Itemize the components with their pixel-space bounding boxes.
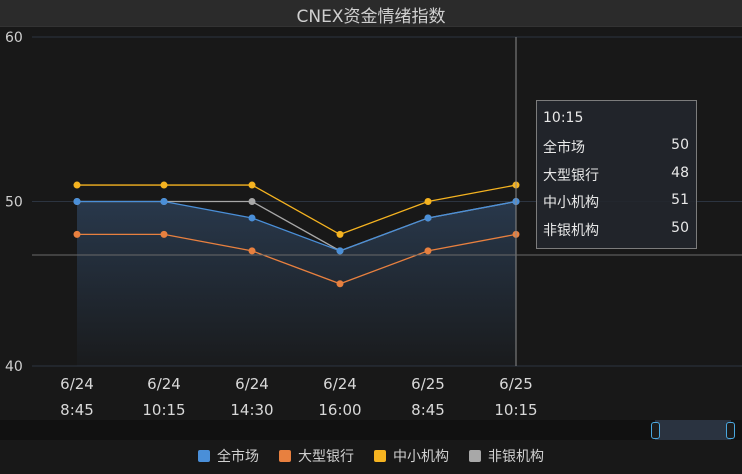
legend-swatch xyxy=(469,450,481,462)
x-tick-label: 16:00 xyxy=(318,401,361,419)
tooltip-series-name: 大型银行 xyxy=(543,167,599,184)
legend-swatch xyxy=(279,450,291,462)
series-line-2 xyxy=(77,184,517,236)
data-point xyxy=(73,230,81,238)
datazoom-right-handle[interactable] xyxy=(726,422,735,439)
series-line-0 xyxy=(77,200,517,252)
legend-label: 非银机构 xyxy=(488,449,544,465)
y-tick-label: 50 xyxy=(5,195,23,211)
tooltip-series-name: 中小机构 xyxy=(543,195,599,211)
tooltip: 10:15 全市场 50 大型银行 48 中小机构 51 非银机构 50 xyxy=(536,100,697,249)
legend-swatch xyxy=(374,450,386,462)
data-point xyxy=(336,280,344,288)
legend-label: 中小机构 xyxy=(393,449,449,465)
x-tick-label: 6/24 xyxy=(235,375,269,393)
legend: 全市场 大型银行 中小机构 非银机构 xyxy=(0,446,742,466)
x-tick-label: 6/24 xyxy=(60,375,94,393)
x-tick-label: 6/25 xyxy=(411,375,445,393)
legend-label: 全市场 xyxy=(217,449,259,465)
x-tick-label: 8:45 xyxy=(411,401,445,419)
datazoom-left-handle[interactable] xyxy=(651,422,660,439)
data-point xyxy=(248,247,256,255)
data-point xyxy=(248,181,256,189)
tooltip-row: 中小机构 51 xyxy=(543,192,689,220)
tooltip-series-value: 48 xyxy=(671,164,689,181)
area-fill-0 xyxy=(77,201,516,366)
datazoom-slider[interactable] xyxy=(0,420,742,440)
y-tick-label: 40 xyxy=(5,359,23,375)
data-point xyxy=(336,230,344,238)
tooltip-series-name: 全市场 xyxy=(543,140,585,156)
tooltip-series-value: 51 xyxy=(671,192,689,208)
title-bar: CNEX资金情绪指数 xyxy=(0,0,742,27)
y-tick-label: 60 xyxy=(5,30,23,46)
chart-plot[interactable]: 60 50 40 6/24 8:45 6/24 10:15 6/24 14:30 6/24 16:0… xyxy=(0,0,742,420)
data-point xyxy=(73,198,81,205)
datazoom-window[interactable] xyxy=(651,420,735,440)
legend-item-feiyinjigou[interactable]: 非银机构 xyxy=(469,446,544,466)
chart-title: CNEX资金情绪指数 xyxy=(296,7,446,27)
data-point xyxy=(248,214,256,222)
legend-label: 大型银行 xyxy=(298,449,354,465)
tooltip-series-value: 50 xyxy=(671,219,689,236)
legend-item-daxingyinhang[interactable]: 大型银行 xyxy=(279,446,354,466)
x-tick-label: 6/24 xyxy=(323,375,357,393)
data-point xyxy=(424,214,432,222)
data-point xyxy=(336,247,344,255)
legend-swatch xyxy=(198,450,210,462)
series-line-1 xyxy=(77,233,517,285)
tooltip-row: 非银机构 50 xyxy=(543,220,689,248)
x-tick-label: 14:30 xyxy=(230,401,273,419)
tooltip-series-value: 50 xyxy=(671,137,689,153)
data-point xyxy=(248,198,256,205)
tooltip-time: 10:15 xyxy=(543,110,584,126)
legend-item-zhongxiaojigou[interactable]: 中小机构 xyxy=(374,446,449,466)
x-tick-label: 6/25 xyxy=(499,375,533,393)
x-tick-label: 10:15 xyxy=(494,401,537,419)
tooltip-row: 大型银行 48 xyxy=(543,165,689,193)
legend-item-quanshichang[interactable]: 全市场 xyxy=(198,446,259,466)
tooltip-series-name: 非银机构 xyxy=(543,222,599,239)
data-point xyxy=(160,230,168,238)
x-tick-label: 10:15 xyxy=(142,401,185,419)
data-point xyxy=(424,247,432,255)
data-point xyxy=(160,181,168,189)
tooltip-row: 全市场 50 xyxy=(543,137,689,165)
data-point xyxy=(424,198,432,205)
data-point xyxy=(73,181,81,189)
x-tick-label: 6/24 xyxy=(147,375,181,393)
x-tick-label: 8:45 xyxy=(60,401,94,419)
data-point xyxy=(160,198,168,205)
